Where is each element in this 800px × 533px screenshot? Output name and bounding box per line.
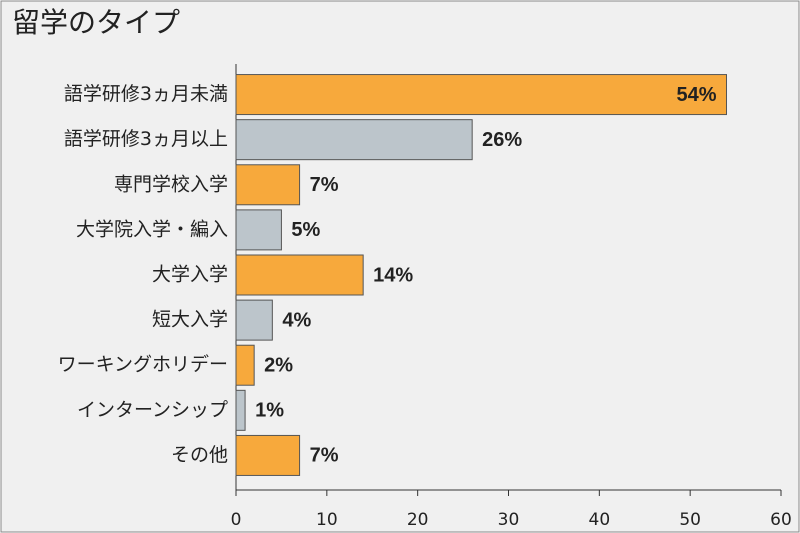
value-label: 26% [482,129,522,151]
y-tick-label: 短大入学 [152,309,228,331]
y-tick-label: ワーキングホリデー [58,354,228,376]
bar [235,254,364,296]
bar [235,299,273,341]
chart-title: 留学のタイプ [12,6,180,39]
y-tick-label: 大学院入学・編入 [76,218,228,240]
bar [235,119,473,161]
x-tick-label: 30 [498,510,520,530]
x-tick-label: 10 [316,510,338,530]
bar [235,389,246,431]
x-tick-label: 20 [407,510,429,530]
value-label: 54% [676,84,716,106]
x-tick-label: 60 [770,510,792,530]
bar [235,344,255,386]
value-label: 14% [373,264,413,286]
bar [235,209,282,251]
y-tick-label: 語学研修3ヵ月未満 [64,83,228,105]
y-tick-label: インターンシップ [77,399,228,421]
x-tick-label: 40 [589,510,611,530]
value-label: 5% [291,219,320,241]
y-tick-label: 専門学校入学 [114,173,228,195]
y-tick-label: 語学研修3ヵ月以上 [64,128,228,150]
y-tick-label: 大学入学 [152,264,228,286]
value-label: 1% [255,400,284,422]
value-label: 2% [264,355,293,377]
x-tick-label: 0 [231,510,242,530]
value-label: 7% [310,445,339,467]
value-label: 7% [310,174,339,196]
x-tick-label: 50 [679,510,701,530]
bar [235,74,727,116]
bar [235,434,301,476]
y-tick-label: その他 [171,444,228,466]
value-label: 4% [282,309,311,331]
bar [235,164,301,206]
